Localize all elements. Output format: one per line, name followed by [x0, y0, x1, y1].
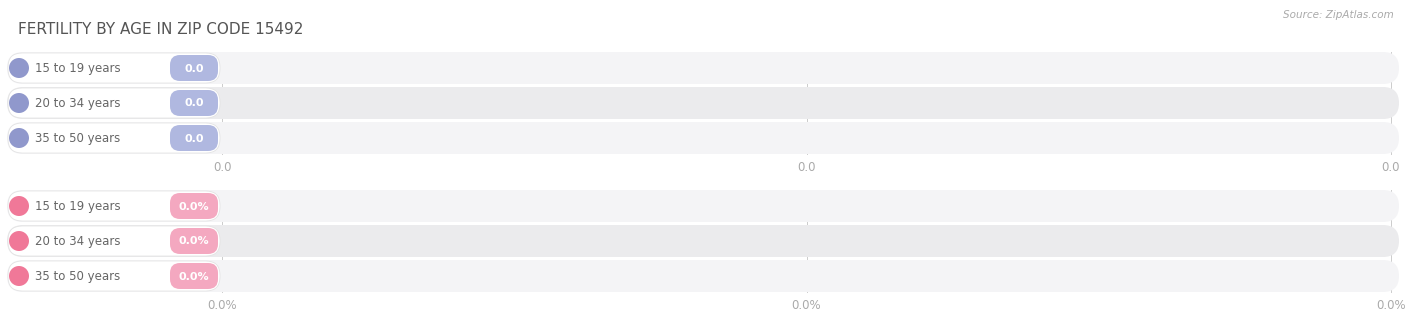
- FancyBboxPatch shape: [8, 261, 219, 291]
- FancyBboxPatch shape: [170, 90, 218, 116]
- Text: 20 to 34 years: 20 to 34 years: [35, 235, 121, 248]
- Text: 0.0: 0.0: [184, 63, 204, 74]
- Text: FERTILITY BY AGE IN ZIP CODE 15492: FERTILITY BY AGE IN ZIP CODE 15492: [18, 22, 304, 37]
- Text: 15 to 19 years: 15 to 19 years: [35, 62, 121, 75]
- Text: 15 to 19 years: 15 to 19 years: [35, 200, 121, 213]
- Text: 0.0: 0.0: [184, 134, 204, 144]
- FancyBboxPatch shape: [8, 226, 219, 256]
- FancyBboxPatch shape: [170, 125, 218, 151]
- FancyBboxPatch shape: [8, 88, 219, 118]
- Text: 0.0%: 0.0%: [179, 202, 209, 212]
- Text: 0.0%: 0.0%: [207, 299, 236, 312]
- Circle shape: [8, 266, 30, 286]
- Text: 0.0: 0.0: [1382, 161, 1400, 174]
- FancyBboxPatch shape: [8, 123, 219, 153]
- Circle shape: [8, 93, 30, 113]
- FancyBboxPatch shape: [170, 228, 218, 254]
- FancyBboxPatch shape: [7, 87, 1399, 119]
- FancyBboxPatch shape: [8, 53, 219, 83]
- Text: 0.0: 0.0: [184, 98, 204, 109]
- Circle shape: [8, 58, 30, 78]
- Text: 35 to 50 years: 35 to 50 years: [35, 270, 121, 283]
- Text: 0.0%: 0.0%: [1376, 299, 1406, 312]
- Circle shape: [8, 128, 30, 148]
- FancyBboxPatch shape: [8, 191, 219, 221]
- Circle shape: [8, 196, 30, 216]
- FancyBboxPatch shape: [7, 52, 1399, 84]
- FancyBboxPatch shape: [7, 122, 1399, 154]
- FancyBboxPatch shape: [7, 190, 1399, 222]
- FancyBboxPatch shape: [170, 263, 218, 289]
- FancyBboxPatch shape: [7, 225, 1399, 257]
- Text: 0.0: 0.0: [797, 161, 815, 174]
- Text: 0.0%: 0.0%: [179, 272, 209, 281]
- FancyBboxPatch shape: [170, 193, 218, 219]
- Text: 35 to 50 years: 35 to 50 years: [35, 132, 121, 145]
- Text: 0.0%: 0.0%: [179, 237, 209, 247]
- Circle shape: [8, 231, 30, 251]
- Text: Source: ZipAtlas.com: Source: ZipAtlas.com: [1284, 10, 1393, 20]
- Text: 20 to 34 years: 20 to 34 years: [35, 97, 121, 110]
- FancyBboxPatch shape: [7, 260, 1399, 292]
- Text: 0.0%: 0.0%: [792, 299, 821, 312]
- Text: 0.0: 0.0: [212, 161, 231, 174]
- FancyBboxPatch shape: [170, 55, 218, 81]
